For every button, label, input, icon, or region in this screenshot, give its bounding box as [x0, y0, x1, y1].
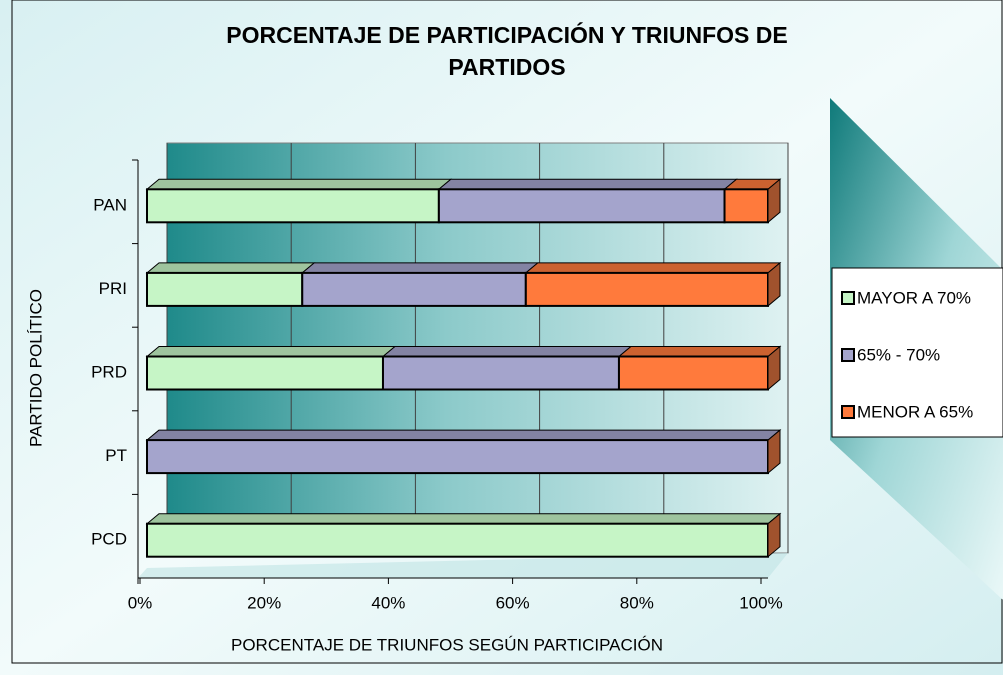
bar-top [381, 346, 633, 357]
bar-top [145, 178, 453, 190]
bar-top [145, 429, 782, 441]
bar-top [617, 346, 782, 357]
bar-segment [145, 429, 782, 475]
bar-end [767, 512, 781, 558]
legend-label: 65% - 70% [857, 345, 940, 364]
bar-front [146, 271, 304, 307]
bar-segment [145, 346, 397, 391]
bar-front [146, 522, 769, 558]
y-tick-label: PRD [91, 362, 127, 381]
bar-segment [300, 262, 540, 307]
legend-swatch [841, 291, 855, 305]
bar-segment [145, 513, 782, 558]
bar-segment [723, 178, 782, 224]
x-tick-label: 80% [620, 593, 654, 612]
y-tick-label: PT [105, 446, 127, 465]
bar-segment [145, 262, 316, 307]
x-tick-label: 60% [496, 593, 530, 612]
y-axis-title: PARTIDO POLÍTICO [26, 289, 45, 447]
bar-front [146, 355, 384, 391]
legend [831, 267, 1003, 438]
x-tick-label: 20% [247, 593, 281, 612]
bar-top [437, 178, 738, 190]
bar-front [524, 271, 769, 307]
y-tick-label: PRI [99, 279, 127, 298]
bar-front [617, 355, 770, 391]
bar-top [300, 262, 540, 274]
bar-end [767, 178, 781, 224]
legend-label: MENOR A 65% [857, 402, 973, 421]
y-tick-label: PCD [91, 530, 127, 549]
bar-front [381, 355, 620, 391]
legend-label: MAYOR A 70% [857, 288, 971, 307]
y-tick-label: PAN [93, 195, 127, 214]
x-tick-label: 40% [371, 593, 405, 612]
bar-end [767, 261, 781, 307]
bar-top [145, 346, 397, 357]
bar-end [767, 429, 781, 475]
bar-front [301, 271, 527, 307]
plot-floor [138, 553, 788, 578]
bar-top [145, 262, 316, 274]
bar-front [723, 188, 770, 224]
bar-segment [617, 346, 782, 391]
chart-title: PORCENTAJE DE PARTICIPACIÓN Y TRIUNFOS D… [226, 21, 787, 80]
x-tick-label: 0% [128, 593, 153, 612]
bar-top [145, 513, 782, 525]
bar-segment [381, 346, 633, 391]
x-tick-label: 100% [739, 593, 782, 612]
bar-front [146, 188, 440, 224]
bar-segment [524, 262, 782, 307]
x-axis-title: PORCENTAJE DE TRIUNFOS SEGÚN PARTICIPACI… [231, 635, 663, 654]
bar-end [767, 345, 781, 391]
bar-front [437, 188, 726, 224]
bar-segment [145, 178, 453, 224]
bar-front [146, 439, 769, 475]
bar-segment [437, 178, 738, 224]
bar-top [524, 262, 782, 274]
legend-swatch [841, 348, 855, 362]
legend-swatch [841, 405, 855, 419]
